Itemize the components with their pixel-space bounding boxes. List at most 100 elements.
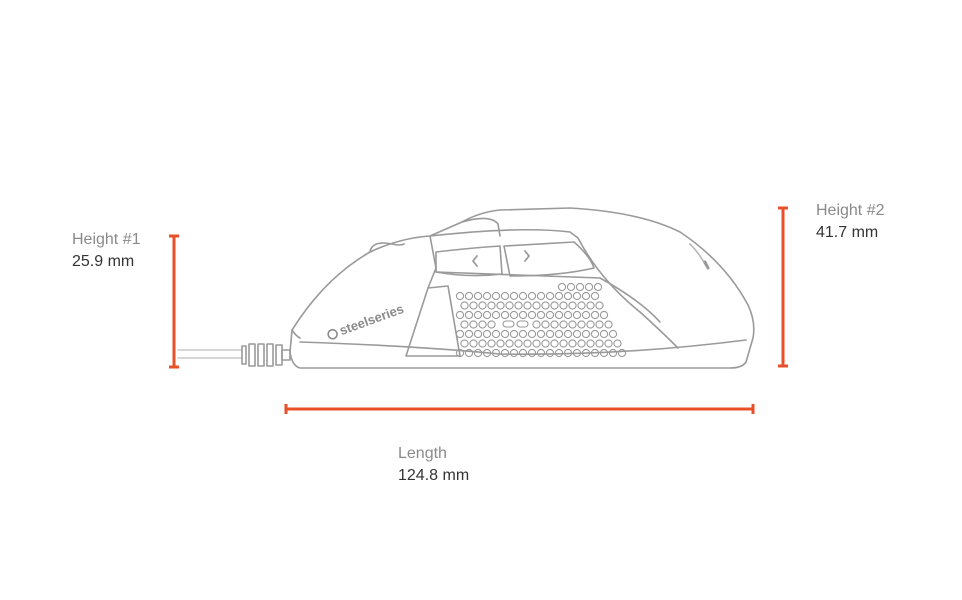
perforation-hole — [464, 310, 474, 320]
perforation-hole — [514, 339, 523, 348]
perforation-hole — [518, 348, 528, 358]
side-forward-button — [503, 241, 595, 277]
height1-label: Height #1 25.9 mm — [72, 229, 141, 273]
perforation-hole — [473, 329, 483, 339]
perforation-hole — [604, 320, 613, 329]
perforation-slot — [516, 320, 529, 328]
perforation-hole — [455, 291, 465, 301]
perforation-hole — [586, 320, 595, 329]
mouse-body-outline — [289, 207, 755, 369]
perforation-hole — [563, 291, 573, 301]
perforation-hole — [595, 339, 604, 348]
perforation-hole — [584, 282, 594, 292]
perforation-hole — [581, 348, 591, 358]
perforation-hole — [505, 339, 514, 348]
perforation-hole — [527, 291, 537, 301]
perforation-hole — [550, 339, 559, 348]
perforation-hole — [527, 329, 537, 339]
perforation-hole — [518, 310, 528, 320]
perforation-hole — [581, 291, 591, 301]
perforation-hole — [608, 329, 618, 339]
perforation-hole — [464, 291, 474, 301]
perforation-hole — [518, 291, 528, 301]
perforation-hole — [559, 301, 568, 310]
perforation-hole — [617, 348, 627, 358]
perforation-hole — [482, 310, 492, 320]
perforation-hole — [599, 348, 609, 358]
length-value: 124.8 mm — [398, 467, 470, 484]
length-marker — [284, 404, 755, 414]
perforation-hole — [536, 291, 546, 301]
perforation-hole — [496, 339, 505, 348]
perforation-hole — [523, 301, 532, 310]
perforation-hole — [590, 310, 600, 320]
perforation-hole — [487, 339, 496, 348]
perforation-hole — [455, 329, 465, 339]
perforation-hole — [487, 301, 496, 310]
perforation-hole — [541, 339, 550, 348]
perforation-hole — [478, 339, 487, 348]
perforation-hole — [541, 301, 550, 310]
length-title: Length — [398, 445, 447, 462]
perforation-hole — [500, 329, 510, 339]
perforation-hole — [572, 329, 582, 339]
perforation-hole — [464, 348, 474, 358]
height1-marker — [169, 234, 179, 369]
perforation-hole — [595, 320, 604, 329]
perforation-hole — [595, 301, 604, 310]
perforation-hole — [590, 348, 600, 358]
perforation-hole — [527, 348, 537, 358]
perforation-hole — [482, 348, 492, 358]
perforation-hole — [500, 310, 510, 320]
perforation-hole — [593, 282, 603, 292]
perforation-hole — [550, 320, 559, 329]
perforation-hole — [613, 339, 622, 348]
perforation-hole — [590, 291, 600, 301]
perforation-hole — [469, 301, 478, 310]
perforation-hole — [559, 339, 568, 348]
perforation-hole — [604, 339, 613, 348]
perforation-hole — [496, 301, 505, 310]
perforation-hole — [566, 282, 576, 292]
mouse-side-illustration — [177, 207, 755, 369]
perforation-hole — [482, 291, 492, 301]
logo-text: steelseries — [337, 301, 405, 338]
perforation-hole — [478, 320, 487, 329]
perforation-hole — [500, 291, 510, 301]
perforation-hole — [554, 310, 564, 320]
perforation-hole — [536, 348, 546, 358]
perforation-hole — [455, 310, 465, 320]
perforation-hole — [599, 329, 609, 339]
perforation-hole — [482, 329, 492, 339]
perforation-hole — [590, 329, 600, 339]
height2-value: 41.7 mm — [816, 224, 879, 241]
perforation-hole — [572, 348, 582, 358]
perforation-hole — [599, 310, 609, 320]
perforation-slot — [502, 320, 515, 328]
cable-strain-relief-icon — [241, 343, 291, 367]
height2-label: Height #2 41.7 mm — [816, 200, 885, 244]
mouse-cable — [177, 349, 243, 359]
perforation-hole — [545, 310, 555, 320]
perforation-hole — [460, 320, 469, 329]
perforation-hole — [586, 339, 595, 348]
perforation-hole — [464, 329, 474, 339]
perforation-hole — [550, 301, 559, 310]
steelseries-logo-icon — [327, 328, 338, 340]
perforation-hole — [545, 291, 555, 301]
perforation-hole — [572, 291, 582, 301]
perforation-hole — [581, 329, 591, 339]
perforation-hole — [532, 320, 541, 329]
perforation-hole — [505, 301, 514, 310]
perforation-hole — [554, 291, 564, 301]
perforation-hole — [536, 310, 546, 320]
perforation-hole — [491, 329, 501, 339]
perforation-hole — [577, 339, 586, 348]
perforation-hole — [586, 301, 595, 310]
perforation-hole — [460, 339, 469, 348]
perforation-hole — [563, 310, 573, 320]
perforation-hole — [491, 291, 501, 301]
perforation-hole — [554, 348, 564, 358]
height2-title: Height #2 — [816, 202, 885, 219]
perforation-hole — [568, 320, 577, 329]
